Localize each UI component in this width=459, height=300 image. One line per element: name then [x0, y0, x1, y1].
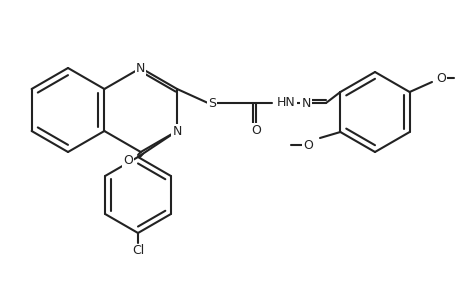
Text: O: O: [302, 139, 312, 152]
Text: O: O: [435, 71, 445, 85]
Text: O: O: [123, 154, 133, 166]
Text: N: N: [172, 124, 181, 137]
Text: HN: HN: [276, 95, 295, 109]
Text: S: S: [207, 97, 216, 110]
Text: N: N: [301, 97, 310, 110]
Text: O: O: [251, 124, 260, 136]
Text: N: N: [136, 61, 145, 74]
Text: Cl: Cl: [132, 244, 144, 257]
